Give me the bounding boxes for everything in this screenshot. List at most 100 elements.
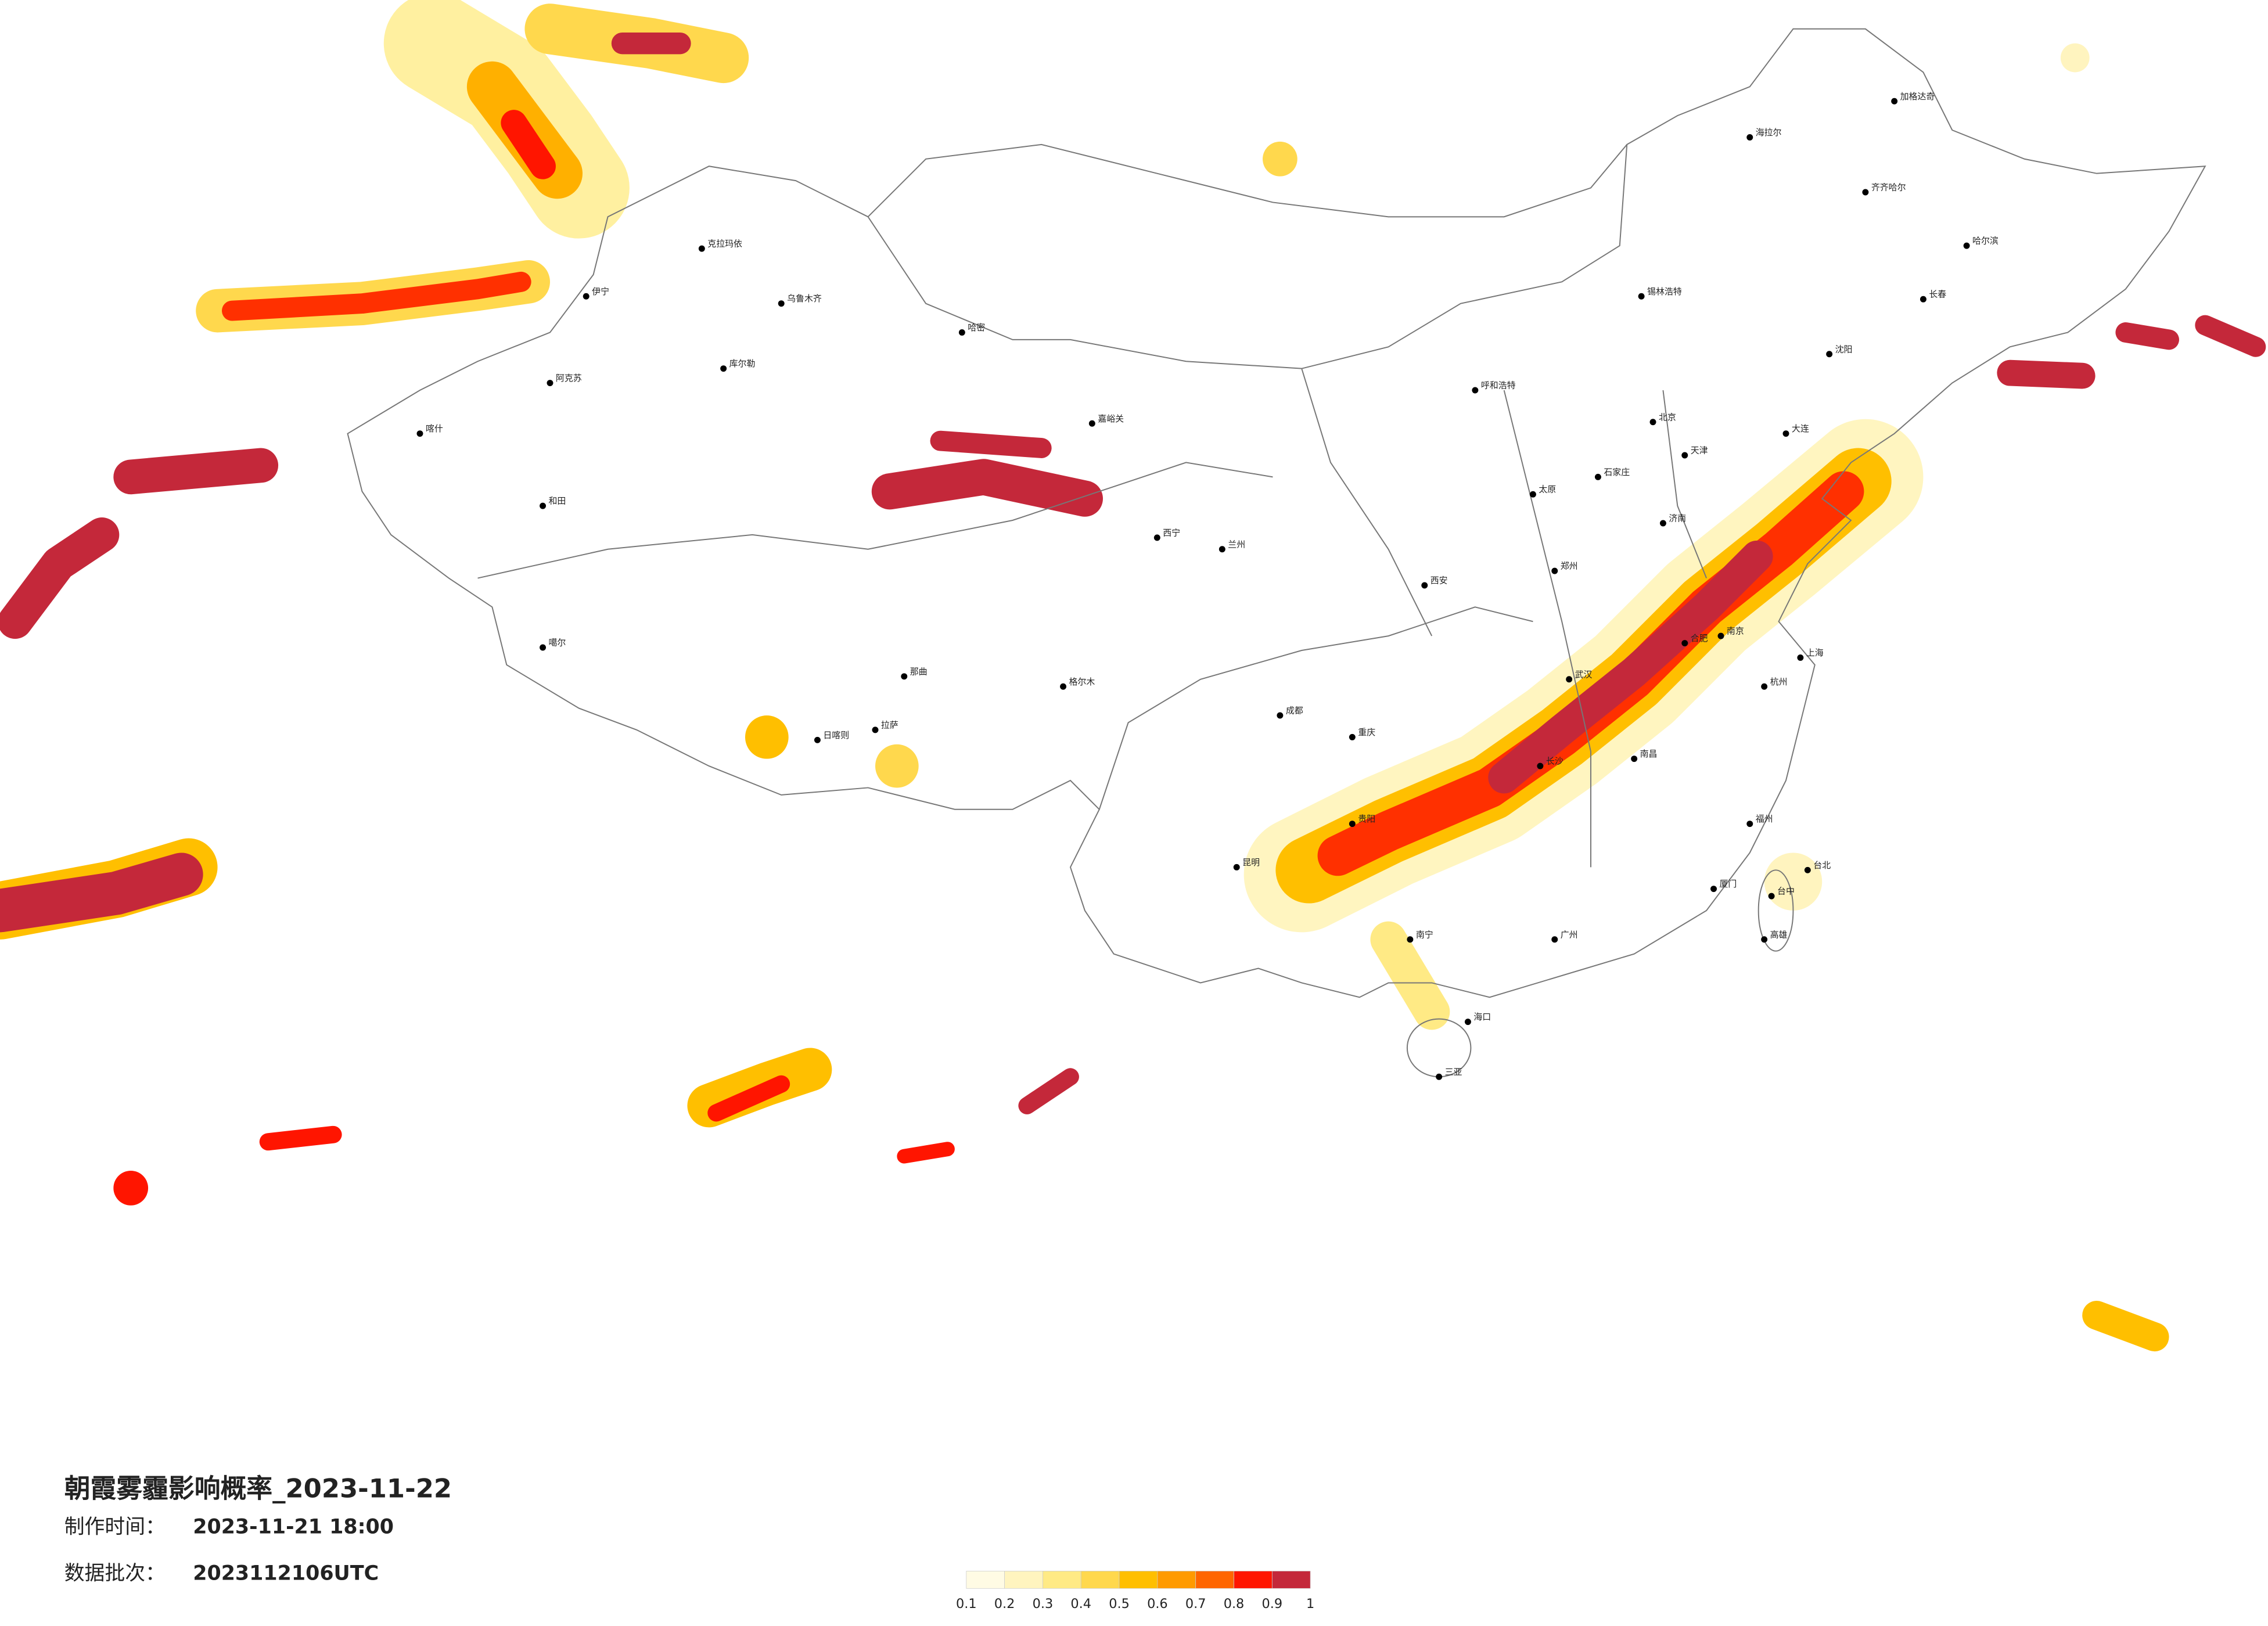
- city-dot: [1233, 864, 1240, 870]
- info-label: 制作时间：: [64, 1516, 166, 1539]
- province-border: [477, 368, 1708, 868]
- city-dot: [1421, 582, 1428, 589]
- city-label: 克拉玛依: [707, 239, 742, 249]
- city-dot: [1631, 756, 1638, 762]
- city-dot: [1529, 491, 1536, 498]
- color-swatch: [1271, 1571, 1311, 1589]
- city-label: 高雄: [1770, 929, 1788, 940]
- colorbar-tick-label: 0.2: [994, 1596, 1015, 1611]
- city-dot: [1060, 683, 1067, 690]
- haze-spot: [2060, 43, 2090, 73]
- city-dot: [1659, 520, 1666, 527]
- city-label: 杭州: [1770, 677, 1788, 687]
- city-label: 嘉峪关: [1098, 413, 1124, 424]
- colorbar-tick-label: 1: [1306, 1596, 1314, 1611]
- city-label: 兰州: [1228, 539, 1245, 549]
- city-dot: [958, 329, 965, 336]
- city-label: 贵阳: [1358, 814, 1375, 824]
- city-dot: [1472, 387, 1479, 394]
- info-label: 数据批次：: [64, 1562, 166, 1585]
- city-label: 海拉尔: [1756, 127, 1782, 138]
- haze-band: [1997, 359, 2096, 389]
- city-label: 成都: [1286, 706, 1303, 716]
- color-swatch: [1080, 1571, 1120, 1589]
- city-label: 海口: [1473, 1012, 1491, 1022]
- colorbar-tick-label: 0.9: [1262, 1596, 1283, 1611]
- city-dot: [1277, 712, 1284, 719]
- haze-band: [2115, 322, 2179, 350]
- city-dot: [1782, 430, 1789, 437]
- city-label: 南昌: [1640, 749, 1658, 759]
- city-dot: [1407, 936, 1414, 943]
- city-dot: [1681, 452, 1688, 459]
- country-border: [347, 28, 2206, 998]
- city-label: 厦门: [1720, 879, 1737, 889]
- city-label: 石家庄: [1604, 467, 1630, 477]
- city-dot: [1804, 866, 1811, 873]
- city-label: 台中: [1777, 886, 1795, 897]
- city-dot: [1963, 242, 1970, 249]
- haze-spot: [113, 1171, 149, 1206]
- city-dot: [1566, 676, 1573, 683]
- city-label: 长春: [1929, 289, 1946, 300]
- haze-band: [2195, 315, 2266, 357]
- city-label: 沈阳: [1835, 344, 1853, 354]
- color-swatch: [1043, 1571, 1081, 1589]
- city-dot: [547, 380, 553, 387]
- city-dot: [1761, 936, 1768, 943]
- haze-band: [1488, 540, 1773, 794]
- haze-band: [707, 1075, 790, 1122]
- city-label: 西宁: [1163, 527, 1180, 538]
- haze-band: [930, 430, 1052, 458]
- haze-band: [113, 448, 279, 495]
- city-dot: [1681, 640, 1688, 647]
- colorbar-tick-label: 0.5: [1109, 1596, 1130, 1611]
- city-label: 喀什: [426, 423, 443, 434]
- city-dot: [1153, 534, 1160, 541]
- city-dot: [1710, 886, 1717, 893]
- city-label: 齐齐哈尔: [1871, 182, 1906, 193]
- city-label: 乌鲁木齐: [787, 293, 822, 304]
- colorbar-tick-label: 0.7: [1185, 1596, 1206, 1611]
- haze-band: [1370, 921, 1450, 1030]
- colorbar-tick-label: 0.1: [956, 1596, 977, 1611]
- city-dot: [1862, 189, 1869, 196]
- city-label: 和田: [549, 496, 566, 506]
- taiwan: [1757, 869, 1794, 952]
- city-label: 台北: [1813, 860, 1831, 870]
- city-label: 三亚: [1445, 1067, 1462, 1077]
- city-label: 郑州: [1561, 561, 1578, 571]
- city-label: 噶尔: [549, 638, 566, 648]
- haze-spot: [745, 715, 789, 759]
- info: 制作时间： 2023-11-21 18:00 数据批次： 2023112106UTC: [64, 1516, 394, 1585]
- city-dot: [1464, 1019, 1471, 1026]
- city-dot: [720, 365, 727, 372]
- city-dot: [1746, 821, 1753, 828]
- haze-band: [501, 110, 556, 179]
- colorbar: 0.1 0.2 0.3 0.4 0.5 0.6 0.7 0.8 0.9 1: [956, 1571, 1314, 1611]
- city-label: 广州: [1561, 929, 1578, 940]
- city-dot: [1551, 936, 1558, 943]
- city-dot: [1649, 419, 1656, 426]
- city-dot: [698, 245, 705, 252]
- city-dot: [1594, 473, 1601, 480]
- country-border: [867, 143, 1627, 218]
- city-dot: [1717, 632, 1724, 639]
- city-label: 重庆: [1358, 727, 1375, 738]
- city-label: 呼和浩特: [1481, 380, 1516, 391]
- city-dot: [1797, 654, 1804, 661]
- city-label: 济南: [1669, 513, 1686, 524]
- city-dot: [540, 502, 547, 509]
- city-label: 北京: [1659, 412, 1676, 422]
- city-dot: [1349, 733, 1356, 740]
- city-dot: [1219, 546, 1225, 553]
- city-dot: [1349, 821, 1356, 828]
- colorbar-tick-label: 0.6: [1147, 1596, 1168, 1611]
- city-label: 日喀则: [823, 730, 849, 740]
- city-dot: [583, 293, 590, 300]
- city-label: 库尔勒: [729, 358, 756, 369]
- city-dot: [1088, 420, 1095, 427]
- map-title: 朝霞雾霾影响概率_2023-11-22: [64, 1473, 452, 1503]
